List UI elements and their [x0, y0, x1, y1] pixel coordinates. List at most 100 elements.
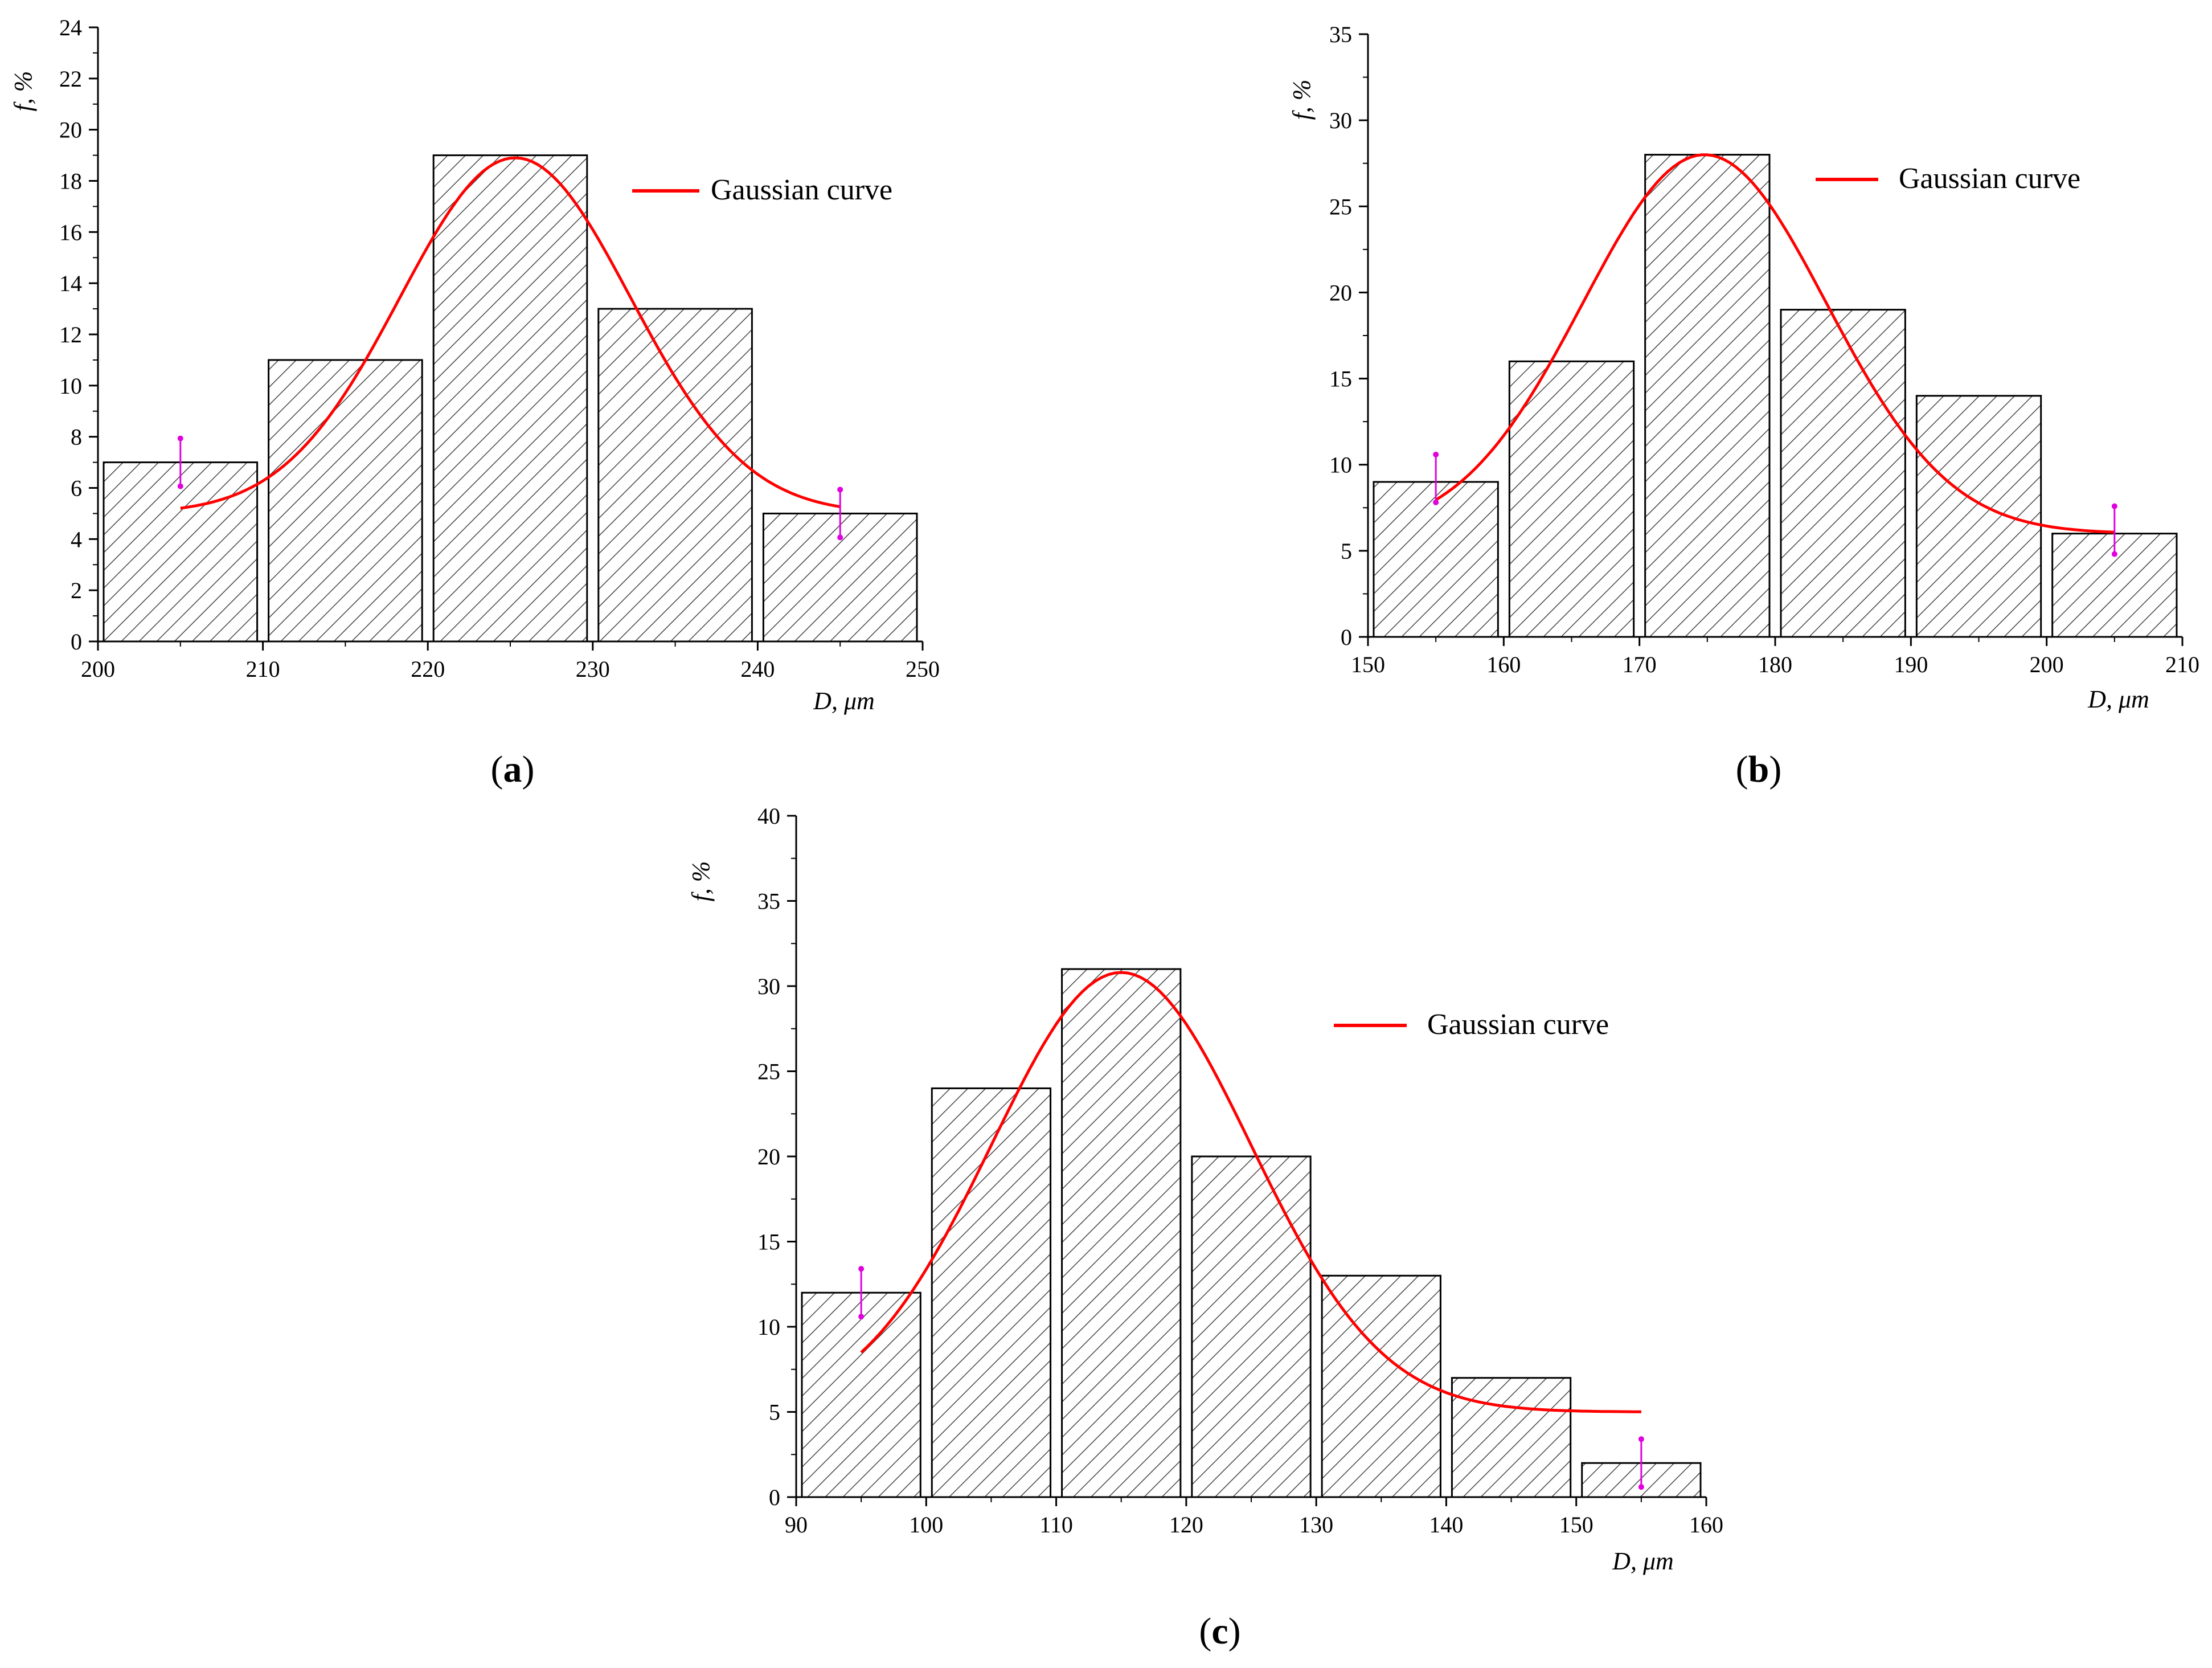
histogram-bar [1373, 481, 1499, 638]
y-tick-label: 20 [1329, 280, 1352, 305]
y-axis-title: f, % [687, 861, 715, 902]
x-tick-label: 210 [2165, 652, 2199, 677]
y-tick-label: 20 [59, 117, 82, 143]
y-tick-label: 0 [769, 1485, 780, 1510]
end-marker-cap [1433, 451, 1439, 457]
y-tick-label: 15 [1329, 366, 1352, 392]
histogram-bar [268, 359, 423, 643]
y-tick-label: 5 [769, 1400, 780, 1425]
legend-label: Gaussian curve [1427, 1008, 1609, 1041]
end-marker [177, 435, 183, 489]
y-tick-label: 4 [71, 526, 82, 552]
x-tick-label: 150 [1559, 1512, 1594, 1538]
histogram-bar [801, 1291, 921, 1498]
y-tick-label: 10 [59, 373, 82, 399]
y-tick-label: 12 [59, 322, 82, 348]
x-tick-label: 220 [411, 656, 445, 682]
y-tick-label: 8 [71, 424, 82, 450]
x-tick-label: 160 [1689, 1512, 1723, 1538]
y-tick-label: 10 [757, 1314, 780, 1340]
legend-label: Gaussian curve [711, 174, 892, 206]
x-tick-label: 170 [1623, 652, 1657, 677]
histogram-bar [1191, 1155, 1312, 1498]
panel-label-b: (b) [1736, 749, 1782, 790]
x-tick-label: 110 [1039, 1512, 1073, 1538]
y-tick-label: 30 [757, 974, 780, 999]
end-marker-cap [2111, 551, 2117, 557]
y-tick-label: 40 [757, 803, 780, 829]
x-tick-label: 230 [576, 656, 610, 682]
gaussian-curve [860, 971, 1641, 1413]
x-tick-label: 120 [1169, 1512, 1203, 1538]
histogram-bar [432, 154, 588, 643]
panel-label-a: (a) [491, 749, 535, 790]
x-tick-label: 210 [246, 656, 280, 682]
end-marker-cap [2111, 503, 2117, 509]
y-tick-label: 30 [1329, 108, 1352, 133]
x-tick-label: 200 [2030, 652, 2064, 677]
x-tick-label: 190 [1894, 652, 1928, 677]
end-marker-cap [837, 534, 843, 541]
y-tick-label: 24 [59, 15, 82, 40]
y-tick-label: 10 [1329, 452, 1352, 478]
end-marker-cap [858, 1266, 865, 1272]
x-tick-label: 180 [1758, 652, 1792, 677]
end-marker-cap [1638, 1484, 1644, 1490]
gaussian-curve [1435, 153, 2115, 534]
y-tick-label: 22 [59, 66, 82, 92]
end-marker [858, 1266, 865, 1320]
histogram-bar [1508, 360, 1635, 638]
end-marker-cap [1638, 1436, 1644, 1442]
gaussian-curve [180, 156, 841, 510]
histogram-bar [1915, 395, 2042, 638]
x-tick-label: 250 [906, 656, 940, 682]
y-tick-label: 25 [757, 1059, 780, 1085]
end-marker [837, 486, 843, 541]
x-tick-label: 150 [1351, 652, 1385, 677]
x-tick-label: 240 [740, 656, 775, 682]
y-tick-label: 0 [1341, 624, 1352, 650]
legend-label: Gaussian curve [1899, 162, 2080, 195]
end-marker [1638, 1436, 1644, 1490]
histogram-chart-c: 0 5 10 15 20 25 30 35 40 90 100 110 120 130 140 150 160 D… [687, 803, 1723, 1575]
end-marker-cap [837, 486, 843, 493]
histogram-bar [1644, 154, 1771, 638]
x-tick-label: 160 [1486, 652, 1521, 677]
y-tick-label: 25 [1329, 194, 1352, 219]
end-marker-cap [1433, 499, 1439, 505]
y-tick-label: 35 [1329, 22, 1352, 47]
histogram-bar [1321, 1274, 1441, 1498]
y-tick-label: 18 [59, 169, 82, 194]
histogram-chart-b: 0 5 10 15 20 25 30 35 150 160 170 180 190 200 210 D, μm… [1288, 22, 2199, 713]
end-marker-cap [177, 435, 183, 441]
y-tick-label: 0 [71, 629, 82, 655]
y-tick-label: 20 [757, 1144, 780, 1170]
y-tick-label: 5 [1341, 538, 1352, 564]
y-tick-label: 6 [71, 476, 82, 501]
y-tick-label: 15 [757, 1229, 780, 1255]
histogram-bar [1061, 968, 1182, 1498]
panel-label-c: (c) [1199, 1610, 1240, 1652]
y-axis-title: f, % [9, 71, 37, 112]
histogram-bar [1451, 1377, 1572, 1498]
end-marker-cap [177, 483, 183, 489]
histogram-bar [597, 308, 753, 643]
x-tick-label: 130 [1299, 1512, 1333, 1538]
end-marker [2111, 503, 2117, 557]
y-tick-label: 35 [757, 889, 780, 914]
end-marker-cap [858, 1314, 865, 1320]
x-tick-label: 140 [1429, 1512, 1463, 1538]
x-axis-title: D, μm [2087, 685, 2149, 713]
y-tick-label: 2 [71, 578, 82, 603]
histogram-bar [1780, 309, 1906, 638]
end-marker [1433, 451, 1439, 505]
histogram-bar [103, 461, 259, 643]
y-axis-title: f, % [1288, 80, 1316, 120]
x-axis-title: D, μm [1612, 1547, 1674, 1575]
y-tick-label: 14 [59, 271, 82, 296]
histogram-bar [931, 1087, 1052, 1498]
x-axis-title: D, μm [813, 687, 875, 715]
x-tick-label: 100 [909, 1512, 943, 1538]
